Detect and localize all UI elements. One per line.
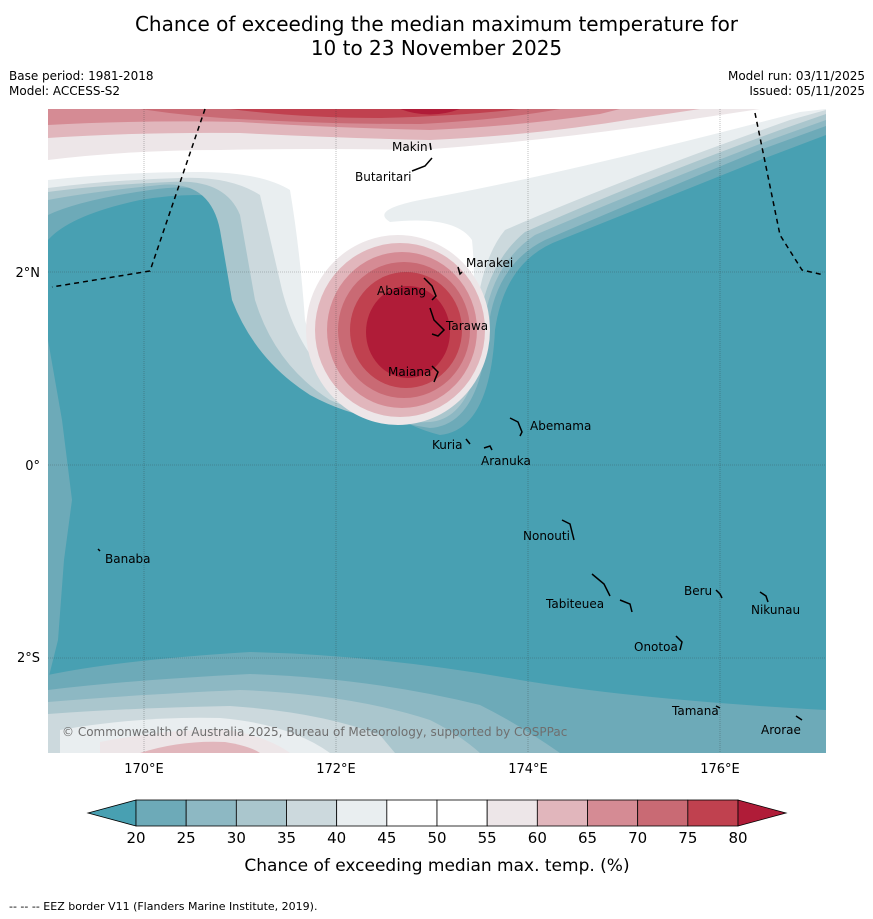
island-makin-butaritari [411, 142, 433, 172]
island-abaiang [423, 277, 437, 301]
label-abemama: Abemama [530, 419, 591, 433]
island-beru [715, 589, 723, 599]
colorbar-segments [135, 799, 739, 827]
model-name: Model: ACCESS-S2 [9, 84, 121, 98]
label-makin: Makin [392, 140, 428, 154]
label-arorae: Arorae [761, 723, 801, 737]
label-beru: Beru [684, 584, 712, 598]
eez-footnote: -- -- -- EEZ border V11 (Flanders Marine… [9, 900, 318, 913]
contour-field [48, 109, 826, 753]
island-nonouti [561, 519, 575, 541]
copyright-notice: © Commonwealth of Australia 2025, Bureau… [62, 725, 567, 739]
island-maiana [431, 365, 439, 383]
island-tabiteuea [591, 573, 633, 613]
label-kuria: Kuria [432, 438, 463, 452]
contour-band-south-60 [140, 741, 260, 753]
island-onotoa [675, 635, 683, 651]
colorbar-segment [235, 799, 287, 827]
colorbar-under-arrow [86, 799, 137, 827]
island-tamana [715, 705, 721, 709]
contour-blob-80 [366, 286, 450, 378]
contour-band-west-edge [48, 340, 72, 680]
colorbar-tick-label: 20 [126, 829, 145, 847]
label-marakei: Marakei [466, 256, 513, 270]
contour-band-north-80 [400, 109, 460, 115]
issued-date: Issued: 05/11/2025 [749, 84, 865, 98]
model-run: Model run: 03/11/2025 [727, 69, 865, 83]
colorbar-label: Chance of exceeding median max. temp. (%… [244, 856, 629, 876]
colorbar-tick-label: 70 [628, 829, 647, 847]
islands [97, 142, 803, 721]
colorbar-segment [185, 799, 237, 827]
colorbar-segment [336, 799, 388, 827]
colorbar-segment [587, 799, 639, 827]
colorbar-tick-label: 40 [327, 829, 346, 847]
island-nikunau [759, 591, 769, 603]
colorbar-tick-label: 30 [227, 829, 246, 847]
label-aranuka: Aranuka [481, 454, 531, 468]
meta-right: Model run: 03/11/2025 Issued: 05/11/2025 [728, 69, 865, 99]
label-butaritari: Butaritari [355, 170, 412, 184]
map-title: Chance of exceeding the median maximum t… [0, 12, 873, 60]
eez-border-east [754, 112, 825, 276]
colorbar-segment [637, 799, 689, 827]
island-marakei [457, 266, 463, 276]
x-tick-176e: 176°E [700, 762, 740, 777]
x-tick-170e: 170°E [124, 762, 164, 777]
label-tabiteuea: Tabiteuea [545, 597, 604, 611]
colorbar-tick-label: 60 [528, 829, 547, 847]
eez-border-west [51, 108, 206, 288]
colorbar-tick-label: 45 [377, 829, 396, 847]
label-nikunau: Nikunau [751, 603, 800, 617]
island-tarawa [429, 307, 446, 337]
island-banaba [97, 548, 101, 552]
colorbar-tick-label: 75 [678, 829, 697, 847]
base-period: Base period: 1981-2018 [9, 69, 154, 83]
colorbar-tick-label: 50 [427, 829, 446, 847]
meta-left: Base period: 1981-2018 Model: ACCESS-S2 [9, 69, 154, 99]
colorbar-segment [687, 799, 739, 827]
y-tick-2n: 2°N [16, 266, 41, 281]
colorbar-tick-label: 35 [277, 829, 296, 847]
island-aranuka [483, 445, 493, 451]
colorbar-segment [486, 799, 538, 827]
colorbar-segment [436, 799, 488, 827]
colorbar: 20 25 30 35 40 45 50 55 60 65 70 75 80 Chance of exc… [86, 799, 788, 876]
gridlines [48, 109, 826, 753]
colorbar-tick-label: 65 [578, 829, 597, 847]
colorbar-tick-label: 55 [478, 829, 497, 847]
colorbar-tick-label: 80 [728, 829, 747, 847]
island-abemama [509, 417, 523, 437]
label-abaiang: Abaiang [377, 284, 426, 298]
label-banaba: Banaba [105, 552, 151, 566]
colorbar-over-arrow [737, 799, 788, 827]
label-tarawa: Tarawa [445, 319, 488, 333]
island-arorae [795, 715, 803, 721]
colorbar-segment [386, 799, 438, 827]
colorbar-segment [536, 799, 588, 827]
label-onotoa: Onotoa [634, 640, 678, 654]
title-line-1: Chance of exceeding the median maximum t… [134, 12, 739, 36]
colorbar-ticks: 20 25 30 35 40 45 50 55 60 65 70 75 80 [126, 829, 747, 847]
colorbar-tick-label: 25 [177, 829, 196, 847]
title-line-2: 10 to 23 November 2025 [310, 36, 563, 60]
label-tamana: Tamana [671, 704, 719, 718]
place-labels: Makin Butaritari Marakei Abaiang Tarawa … [105, 140, 801, 737]
eez-borders [51, 108, 825, 288]
label-maiana: Maiana [388, 365, 431, 379]
island-kuria [465, 438, 471, 445]
colorbar-segment [135, 799, 187, 827]
axis-labels: 170°E 172°E 174°E 176°E 2°N 0° 2°S [16, 266, 740, 777]
colorbar-segment [286, 799, 338, 827]
x-tick-172e: 172°E [316, 762, 356, 777]
x-tick-174e: 174°E [508, 762, 548, 777]
label-nonouti: Nonouti [523, 529, 570, 543]
y-tick-2s: 2°S [17, 651, 40, 666]
y-tick-0: 0° [25, 459, 40, 474]
